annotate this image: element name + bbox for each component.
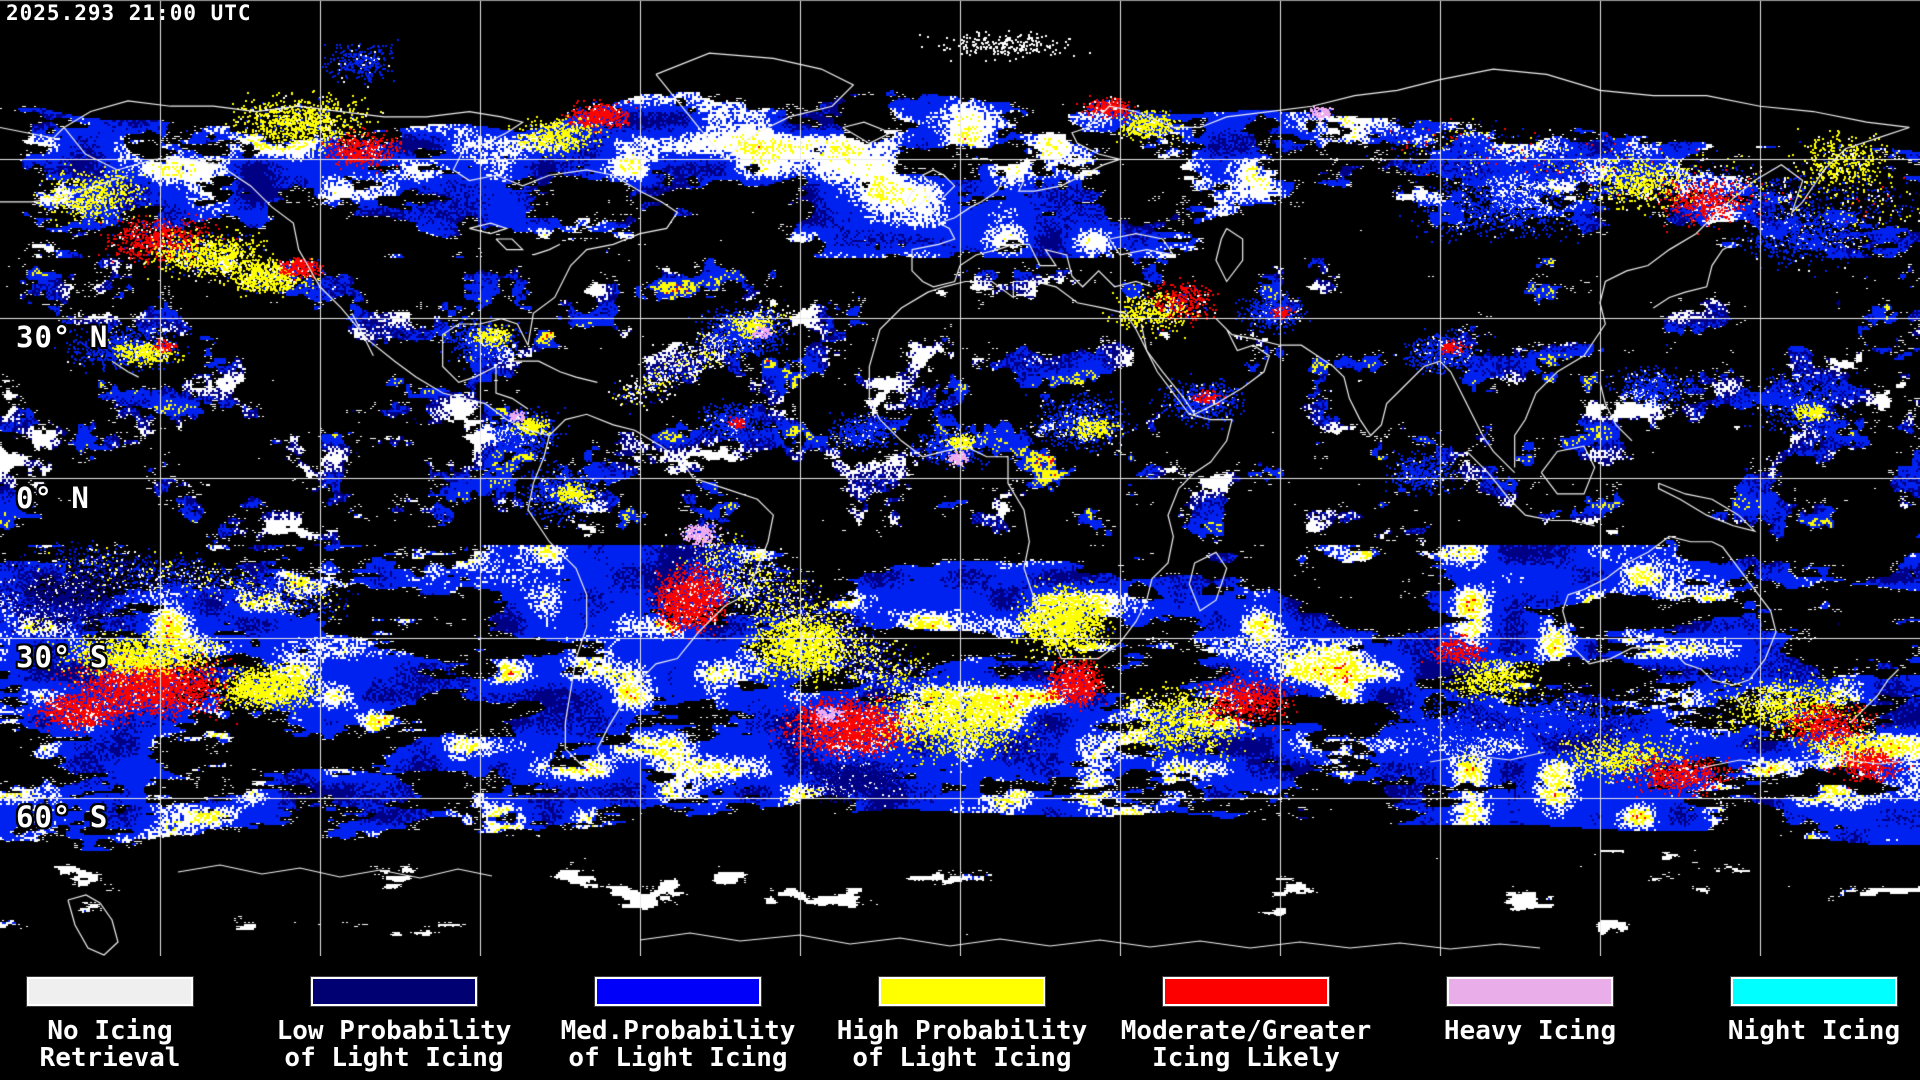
legend-label-line2: Icing Likely xyxy=(1152,1043,1340,1073)
legend-label-line2 xyxy=(1388,1045,1672,1072)
legend-label-line1: High Probability xyxy=(836,1016,1088,1046)
legend-swatch-med-probability xyxy=(595,977,761,1006)
legend-item-high-probability: High Probability of Light Icing xyxy=(820,956,1104,1072)
legend-swatch-moderate-greater xyxy=(1163,977,1329,1006)
legend: No Icing Retrieval Low Probability of Li… xyxy=(0,956,1920,1080)
legend-swatch-high-probability xyxy=(879,977,1045,1006)
legend-label-line2 xyxy=(1672,1045,1920,1072)
legend-item-moderate-greater: Moderate/Greater Icing Likely xyxy=(1104,956,1388,1072)
legend-label-line1: Night Icing xyxy=(1727,1016,1901,1046)
legend-label-line2: Retrieval xyxy=(39,1043,181,1073)
legend-item-no-icing: No Icing Retrieval xyxy=(0,956,252,1072)
lat-label-30s: 30° S xyxy=(16,640,109,674)
lat-label-0n: 0° N xyxy=(16,481,90,515)
legend-item-low-probability: Low Probability of Light Icing xyxy=(252,956,536,1072)
legend-swatch-no-icing xyxy=(27,977,193,1006)
legend-label-line2: of Light Icing xyxy=(852,1043,1072,1073)
legend-label-line1: No Icing xyxy=(47,1016,173,1046)
timestamp: 2025.293 21:00 UTC xyxy=(6,1,252,25)
legend-label-line2: of Light Icing xyxy=(568,1043,788,1073)
legend-label-line1: Low Probability xyxy=(276,1016,512,1046)
legend-swatch-night-icing xyxy=(1731,977,1897,1006)
lat-label-30n: 30° N xyxy=(16,320,109,354)
legend-label-line1: Heavy Icing xyxy=(1443,1016,1617,1046)
legend-swatch-low-probability xyxy=(311,977,477,1006)
legend-label-line1: Moderate/Greater xyxy=(1120,1016,1372,1046)
lat-label-60s: 60° S xyxy=(16,800,109,834)
legend-item-med-probability: Med.Probability of Light Icing xyxy=(536,956,820,1072)
legend-label-line2: of Light Icing xyxy=(284,1043,504,1073)
legend-item-heavy-icing: Heavy Icing xyxy=(1388,956,1672,1072)
world-icing-map-canvas xyxy=(0,0,1920,958)
legend-label-line1: Med.Probability xyxy=(560,1016,796,1046)
legend-swatch-heavy-icing xyxy=(1447,977,1613,1006)
legend-item-night-icing: Night Icing xyxy=(1672,956,1920,1072)
